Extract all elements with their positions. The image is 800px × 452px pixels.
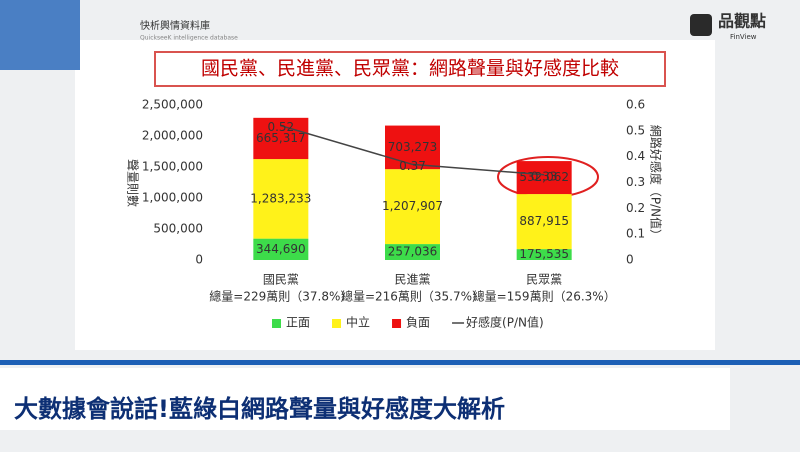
banner-top-line [0, 360, 800, 365]
y-tick-label: 2,500,000 [142, 98, 203, 112]
legend-swatch [392, 319, 402, 328]
source: 快析輿情資料庫 [140, 19, 210, 32]
chart-title: 國民黨、民進黨、民眾黨：網路聲量與好感度比較 [201, 58, 619, 80]
y2-tick-label: 0.3 [626, 175, 645, 189]
legend-label: 負面 [406, 316, 430, 330]
bar-segment [253, 238, 309, 260]
x-tick-label: 民眾黨 [526, 273, 562, 287]
title-box [154, 51, 666, 87]
headline: 大數據會說話!藍綠白網路聲量與好感度大解析 [14, 395, 505, 423]
legend-label: 中立 [346, 315, 370, 330]
y2-tick-label: 0.1 [626, 227, 645, 241]
line-value-label: 0.33 [531, 169, 558, 183]
y2-axis-label: 網路好感度（P/N值） [649, 125, 664, 241]
y2-tick-label: 0.6 [626, 98, 645, 112]
bar-segment [385, 244, 440, 260]
bar-segment [516, 161, 572, 195]
y2-tick-label: 0 [626, 253, 634, 267]
brand-icon [690, 14, 712, 36]
y-tick-label: 0 [195, 253, 203, 267]
bar-segment [385, 169, 440, 245]
y2-tick-label: 0.2 [626, 201, 645, 215]
value-label: 175,535 [519, 247, 569, 261]
x-tick-label: 國民黨 [263, 273, 299, 287]
bar-segment [253, 117, 309, 160]
banner [0, 368, 730, 430]
bar-segment [516, 194, 572, 250]
value-label: 887,915 [519, 214, 569, 228]
value-label: 344,690 [256, 242, 306, 256]
value-label: 1,207,907 [382, 199, 443, 213]
category-note: 總量=159萬則（26.3%） [473, 289, 616, 304]
y-tick-label: 500,000 [153, 222, 203, 236]
y-axis-label: 聲量則數 [126, 159, 141, 207]
y2-tick-label: 0.4 [626, 149, 645, 163]
value-label: 257,036 [388, 245, 438, 259]
bar-segment [385, 125, 440, 170]
legend-swatch [332, 319, 342, 328]
line-value-label: 0.37 [399, 159, 426, 173]
line-value-label: 0.52 [267, 120, 294, 134]
y-tick-label: 1,000,000 [142, 191, 203, 205]
source-sub: QuickseeK intelligence database [140, 35, 238, 42]
bar-segment [253, 159, 309, 239]
legend-swatch [272, 319, 281, 328]
y2-tick-label: 0.5 [626, 123, 645, 137]
x-tick-label: 民進黨 [394, 273, 430, 287]
y-tick-label: 2,000,000 [142, 129, 203, 143]
category-note: 總量=216萬則（35.7%） [341, 289, 484, 304]
value-label: 703,273 [388, 140, 438, 154]
bar-segment [516, 249, 572, 260]
value-label: 1,283,233 [250, 191, 311, 205]
brand: 品觀點 [718, 12, 766, 31]
line [280, 124, 545, 176]
category-note: 總量=229萬則（37.8%） [209, 289, 352, 304]
logo-badge [0, 0, 80, 70]
y-tick-label: 1,500,000 [142, 160, 203, 174]
legend-label: 好感度(P/N值) [466, 315, 544, 330]
value-label: 665,317 [256, 131, 306, 145]
legend-label: 正面 [286, 316, 310, 330]
brand-sub: FinView [730, 33, 757, 41]
